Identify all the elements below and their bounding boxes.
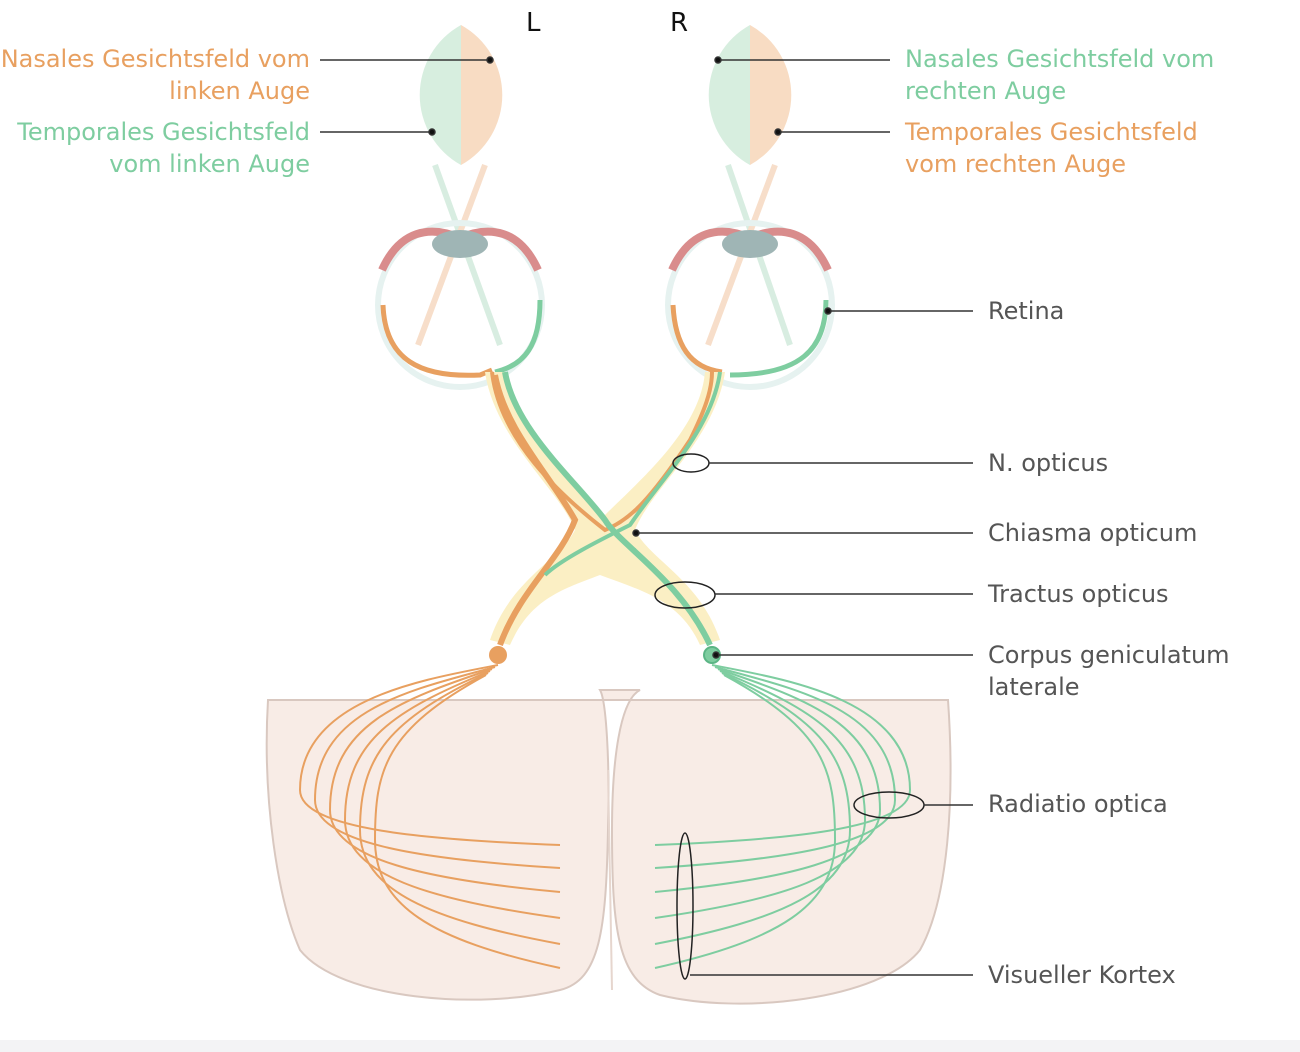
left-temporal-line1: Temporales Gesichtsfeld (17, 118, 310, 146)
leader-lines (320, 56, 973, 976)
right-nasal-line1: Nasales Gesichtsfeld vom (905, 45, 1215, 73)
left-nasal-field-label: Nasales Gesichtsfeld vom linken Auge (1, 43, 310, 107)
cgl-line1: Corpus geniculatum (988, 641, 1230, 669)
kortex-label: Visueller Kortex (988, 961, 1176, 989)
left-nasal-line1: Nasales Gesichtsfeld vom (0, 45, 310, 73)
right-side-label: R (670, 8, 689, 38)
left-temporal-field-label: Temporales Gesichtsfeld vom linken Auge (17, 116, 310, 180)
right-visual-field (708, 25, 792, 165)
right-radiatio (654, 664, 912, 969)
right-nasal-field-label: Nasales Gesichtsfeld vom rechten Auge (905, 43, 1214, 107)
cgl-line2: laterale (988, 673, 1080, 701)
radiatio-label: Radiatio optica (988, 790, 1168, 818)
left-visual-field (419, 25, 503, 165)
right-temporal-line2: vom rechten Auge (905, 150, 1127, 178)
left-nasal-line2: linken Auge (169, 77, 310, 105)
right-temporal-field-label: Temporales Gesichtsfeld vom rechten Auge (905, 116, 1198, 180)
cgl-label: Corpus geniculatum laterale (988, 639, 1230, 703)
left-side-label: L (526, 8, 541, 38)
tractus-marker (654, 581, 716, 609)
left-radiatio (298, 664, 561, 969)
chiasma-label: Chiasma opticum (988, 519, 1198, 547)
left-lgn (489, 646, 507, 664)
left-eyeball (375, 220, 545, 390)
right-temporal-line1: Temporales Gesichtsfeld (905, 118, 1198, 146)
optic-pathway (485, 371, 725, 647)
tractus-label: Tractus opticus (988, 580, 1169, 608)
retina-label: Retina (988, 297, 1065, 325)
n-opticus-label: N. opticus (988, 449, 1109, 477)
left-temporal-line2: vom linken Auge (109, 150, 310, 178)
right-nasal-line2: rechten Auge (905, 77, 1067, 105)
kortex-marker (676, 832, 694, 980)
bottom-strip (0, 1040, 1300, 1052)
right-eyeball (665, 220, 835, 390)
